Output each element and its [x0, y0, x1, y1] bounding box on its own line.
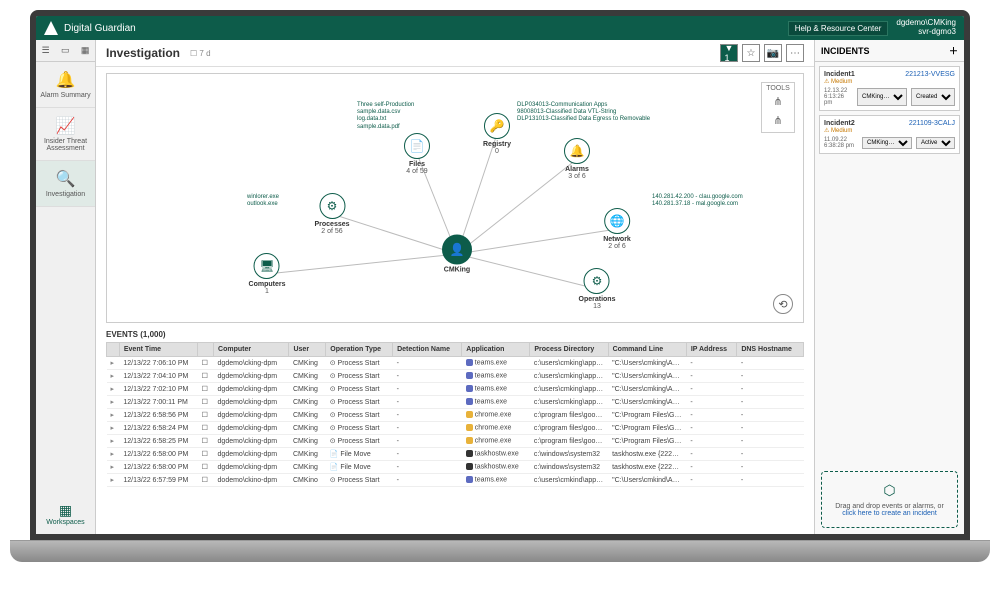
- col-header[interactable]: Computer: [214, 343, 289, 357]
- col-header[interactable]: [198, 343, 214, 357]
- page-title: Investigation: [106, 46, 180, 60]
- sidebar-workspaces[interactable]: ▦ Workspaces: [36, 494, 95, 534]
- graph-annotation: winlorer.exeoutlook.exe: [247, 194, 279, 208]
- incident-id[interactable]: 221213-VVESG: [905, 71, 955, 78]
- sidebar-item-investigation[interactable]: 🔍Investigation: [36, 161, 95, 207]
- shield-icon: ⬡: [828, 482, 951, 499]
- incident-dropzone[interactable]: ⬡ Drag and drop events or alarms, or cli…: [821, 471, 958, 528]
- events-panel: EVENTS (1,000) Event Time ComputerUserOpe…: [106, 327, 804, 487]
- sidebar-tabs[interactable]: ☰▭▦: [36, 40, 95, 62]
- sidebar-item-alarm-summary[interactable]: 🔔Alarm Summary: [36, 62, 95, 108]
- table-row[interactable]: ▸12/13/22 6:58:25 PM☐dgdemo\cking-dpmCMK…: [107, 435, 804, 448]
- col-header[interactable]: Event Time: [119, 343, 197, 357]
- investigation-graph[interactable]: TOOLS ⋔ ⋔ 👤CMKing📄Files4 of 59🔑Registry0…: [106, 73, 804, 323]
- filter-button[interactable]: ▼ 1: [720, 44, 738, 62]
- col-header[interactable]: IP Address: [686, 343, 736, 357]
- col-header[interactable]: Application: [462, 343, 530, 357]
- col-header[interactable]: Operation Type: [326, 343, 393, 357]
- table-row[interactable]: ▸12/13/22 6:58:00 PM☐dgdemo\cking-dpmCMK…: [107, 448, 804, 461]
- user-badge[interactable]: dgdemo\CMKingsvr-dgmo3: [896, 19, 956, 37]
- graph-node-files[interactable]: 📄Files4 of 59: [404, 133, 430, 175]
- graph-node-registry[interactable]: 🔑Registry0: [483, 113, 511, 155]
- col-header[interactable]: Process Directory: [530, 343, 608, 357]
- refresh-button[interactable]: ⟲: [773, 294, 793, 314]
- time-range[interactable]: ☐ 7 d: [190, 49, 211, 58]
- col-header[interactable]: Command Line: [608, 343, 686, 357]
- left-sidebar: ☰▭▦ 🔔Alarm Summary📈Insider Threat Assess…: [36, 40, 96, 534]
- graph-node-computers[interactable]: 🖥Computers1: [249, 253, 286, 295]
- workspaces-icon: ▦: [40, 502, 91, 519]
- incident-card[interactable]: Incident1221213-VVESG⚠ Medium12.13.22 6:…: [819, 66, 960, 111]
- col-header[interactable]: DNS Hostname: [737, 343, 804, 357]
- incident-status-select[interactable]: Active: [916, 137, 955, 149]
- events-title: EVENTS (1,000): [106, 327, 804, 342]
- table-row[interactable]: ▸12/13/22 6:58:56 PM☐dgdemo\cking-dpmCMK…: [107, 409, 804, 422]
- graph-node-operations[interactable]: ⚙Operations13: [579, 268, 616, 310]
- sidebar-icon: 🔔: [40, 70, 91, 90]
- incident-owner-select[interactable]: CMKing…: [862, 137, 912, 149]
- col-header[interactable]: User: [289, 343, 326, 357]
- node-icon: 📄: [404, 133, 430, 159]
- sidebar-icon: 🔍: [40, 169, 91, 189]
- table-row[interactable]: ▸12/13/22 7:04:10 PM☐dgdemo\cking-dpmCMK…: [107, 370, 804, 383]
- node-icon: ⚙: [319, 193, 345, 219]
- incidents-panel: INCIDENTS ＋ Incident1221213-VVESG⚠ Mediu…: [814, 40, 964, 534]
- events-table: Event Time ComputerUserOperation TypeDete…: [106, 342, 804, 487]
- brand-logo-icon: [44, 21, 58, 35]
- app-header: Digital Guardian Help & Resource Center …: [36, 16, 964, 40]
- graph-annotation: 140.281.42.200 - clau.google.com140.281.…: [652, 194, 743, 208]
- incidents-title: INCIDENTS: [821, 46, 870, 56]
- node-icon: 🌐: [604, 208, 630, 234]
- page-titlebar: Investigation ☐ 7 d ▼ 1 ☆ 📷 ⋯: [96, 40, 814, 67]
- node-icon: 🔑: [484, 113, 510, 139]
- incident-status-select[interactable]: Created: [911, 88, 955, 106]
- sidebar-item-insider-threat-assessment[interactable]: 📈Insider Threat Assessment: [36, 108, 95, 161]
- incident-id[interactable]: 221109-3CALJ: [909, 120, 955, 127]
- incident-card[interactable]: Incident2221109-3CALJ⚠ Medium11.09.22 6:…: [819, 115, 960, 154]
- table-row[interactable]: ▸12/13/22 7:06:10 PM☐dgdemo\cking-dpmCMK…: [107, 357, 804, 370]
- sidebar-icon: 📈: [40, 116, 91, 136]
- node-icon: 👤: [442, 235, 472, 265]
- node-icon: 🔔: [564, 138, 590, 164]
- node-icon: ⚙: [584, 268, 610, 294]
- graph-node-network[interactable]: 🌐Network2 of 6: [603, 208, 631, 250]
- table-row[interactable]: ▸12/13/22 6:58:24 PM☐dgdemo\cking-dpmCMK…: [107, 422, 804, 435]
- table-row[interactable]: ▸12/13/22 6:57:59 PM☐dodemo\ckino-dpmCMK…: [107, 474, 804, 487]
- table-row[interactable]: ▸12/13/22 7:02:10 PM☐dgdemo\cking-dpmCMK…: [107, 383, 804, 396]
- screenshot-button[interactable]: 📷: [764, 44, 782, 62]
- incidents-add-button[interactable]: ＋: [949, 44, 958, 57]
- create-incident-link[interactable]: click here to create an incident: [842, 510, 937, 517]
- graph-annotation: DLP034013-Communication Apps98008013-Cla…: [517, 102, 650, 124]
- graph-node-processes[interactable]: ⚙Processes2 of 56: [314, 193, 349, 235]
- brand-title: Digital Guardian: [64, 23, 136, 34]
- incident-owner-select[interactable]: CMKing…: [857, 88, 907, 106]
- bookmark-button[interactable]: ☆: [742, 44, 760, 62]
- col-header[interactable]: Detection Name: [393, 343, 462, 357]
- help-button[interactable]: Help & Resource Center: [788, 21, 889, 36]
- table-row[interactable]: ▸12/13/22 7:00:11 PM☐dgdemo\cking-dpmCMK…: [107, 396, 804, 409]
- table-row[interactable]: ▸12/13/22 6:58:00 PM☐dgdemo\cking-dpmCMK…: [107, 461, 804, 474]
- graph-node-cmking[interactable]: 👤CMKing: [442, 235, 472, 274]
- graph-annotation: Three self-Productionsample.data.csvlog.…: [357, 102, 414, 131]
- graph-node-alarms[interactable]: 🔔Alarms3 of 6: [564, 138, 590, 180]
- more-button[interactable]: ⋯: [786, 44, 804, 62]
- node-icon: 🖥: [254, 253, 280, 279]
- col-header[interactable]: [107, 343, 120, 357]
